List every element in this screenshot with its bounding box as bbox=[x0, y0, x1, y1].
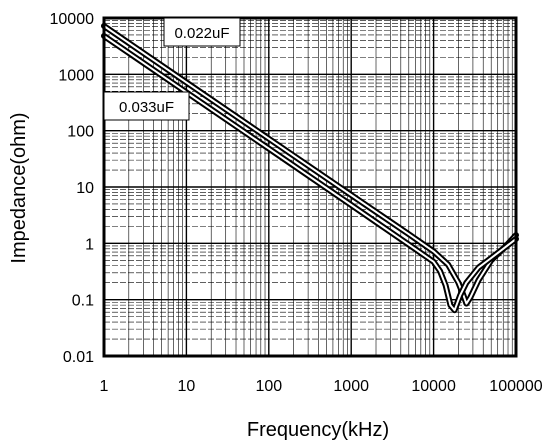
x-axis-label: Frequency(kHz) bbox=[247, 419, 389, 441]
series-layer bbox=[101, 23, 519, 314]
x-tick-label: 100 bbox=[255, 378, 282, 395]
y-tick-label: 0.01 bbox=[63, 349, 94, 366]
y-tick-label: 1000 bbox=[58, 67, 94, 84]
y-axis-label: Impedance(ohm) bbox=[8, 112, 30, 263]
plot-frame bbox=[102, 16, 518, 358]
x-tick-label: 100000 bbox=[489, 378, 542, 395]
x-tick-label: 1 bbox=[100, 378, 109, 395]
y-tick-label: 1 bbox=[85, 236, 94, 253]
x-tick-label: 10 bbox=[178, 378, 196, 395]
annotation-0-033uf: 0.033uF bbox=[103, 91, 190, 121]
y-tick-label: 100 bbox=[67, 124, 94, 141]
y-tick-label: 10 bbox=[76, 180, 94, 197]
y-tick-label: 0.1 bbox=[72, 293, 94, 310]
x-tick-label: 10000 bbox=[411, 378, 456, 395]
series-line-core-0-022uf bbox=[103, 25, 517, 305]
x-tick-labels: 1 10 100 1000 10000 100000 bbox=[100, 378, 543, 395]
annotation-0-033uf-text: 0.033uF bbox=[119, 99, 174, 116]
x-tick-label: 1000 bbox=[333, 378, 369, 395]
y-tick-label: 10000 bbox=[50, 11, 95, 28]
annotation-0-022uf-text: 0.022uF bbox=[174, 25, 229, 42]
series-line-core-0-033uf bbox=[103, 35, 517, 312]
y-tick-labels: 0.01 0.1 1 10 100 1000 10000 bbox=[50, 11, 95, 366]
annotation-0-022uf: 0.022uF bbox=[163, 17, 241, 47]
